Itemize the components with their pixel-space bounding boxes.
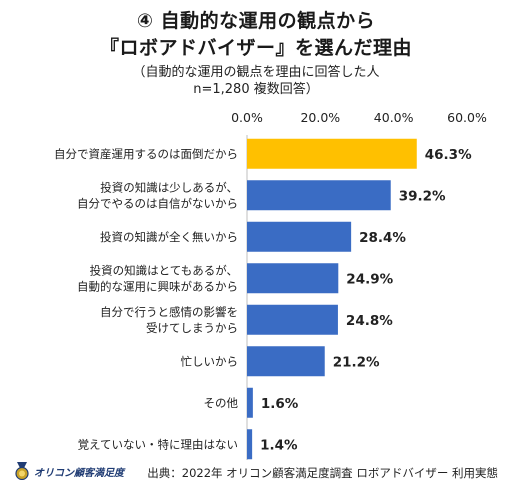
chart-subtitle-line1: （自動的な運用の観点を理由に回答した人 [132, 65, 380, 80]
data-label: 24.8% [346, 313, 393, 329]
x-tick-label: 0.0% [231, 110, 263, 125]
data-label: 24.9% [346, 271, 393, 287]
bar [247, 180, 391, 211]
data-label: 46.3% [425, 147, 472, 163]
bar-chart: 0.0% 20.0% 40.0% 60.0% 46.3% 自分で資産運用するのは面倒だから… [54, 110, 487, 460]
category-label: 投資の知識は少しあるが、 [100, 180, 238, 194]
category-label: 受けてしまうから [146, 321, 238, 335]
category-label: 自分で資産運用するのは面倒だから [54, 147, 238, 161]
category-label: 自動的な運用に興味があるから [77, 279, 238, 293]
category-label: 忙しいから [181, 354, 239, 368]
data-label: 1.4% [260, 437, 298, 453]
bar [247, 263, 339, 294]
x-tick-label: 20.0% [300, 110, 340, 125]
logo-text: オリコン顧客満足度 [34, 467, 124, 479]
data-label: 21.2% [333, 354, 380, 370]
x-tick-label: 60.0% [447, 110, 487, 125]
oricon-logo: オリコン顧客満足度 [14, 462, 124, 480]
category-label: 投資の知識はとてもあるが、 [90, 263, 238, 277]
chart-title-line2: 『ロボアドバイザー』を選んだ理由 [99, 37, 412, 59]
category-label: その他 [204, 396, 239, 410]
data-label: 1.6% [261, 396, 299, 412]
category-label: 自分でやるのは自信がないから [77, 196, 238, 210]
bar [247, 387, 253, 418]
medal-icon [15, 462, 29, 480]
data-label: 28.4% [359, 230, 406, 246]
category-label: 投資の知識が全く無いから [100, 230, 238, 244]
bar [247, 138, 417, 169]
category-label: 自分で行うと感情の影響を [100, 305, 238, 319]
data-label: 39.2% [399, 188, 446, 204]
chart-title-line1: ④ 自動的な運用の観点から [136, 10, 376, 32]
bar [247, 221, 352, 252]
category-label: 覚えていない・特に理由はない [78, 437, 238, 451]
x-tick-label: 40.0% [374, 110, 414, 125]
bar [247, 346, 325, 377]
chart-subtitle-line2: n=1,280 複数回答） [193, 82, 319, 97]
bar [247, 429, 253, 460]
source-note: 出典：2022年 オリコン顧客満足度調査 ロボアドバイザー 利用実態 [147, 466, 498, 480]
bar [247, 304, 338, 335]
